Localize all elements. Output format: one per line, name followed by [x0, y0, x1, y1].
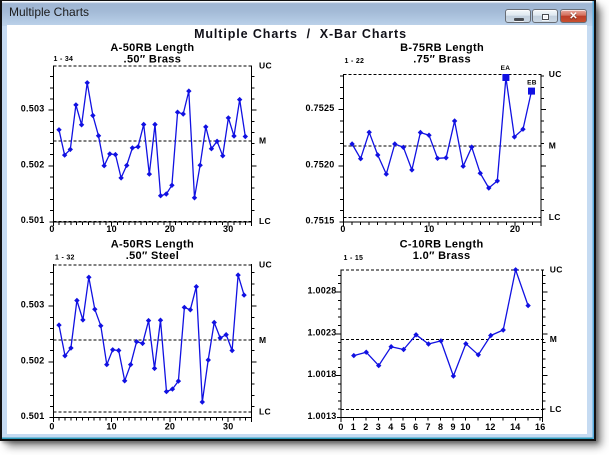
svg-text:UC: UC [259, 61, 272, 71]
svg-text:1.0″ Brass: 1.0″ Brass [413, 250, 471, 262]
svg-text:12: 12 [485, 422, 495, 432]
svg-text:0: 0 [49, 421, 54, 431]
svg-text:4: 4 [388, 422, 393, 432]
svg-text:UC: UC [550, 265, 563, 275]
svg-text:5: 5 [401, 422, 406, 432]
svg-text:14: 14 [510, 422, 520, 432]
svg-text:0.503: 0.503 [21, 300, 45, 310]
svg-text:8: 8 [438, 422, 443, 432]
svg-text:A-50RS Length: A-50RS Length [111, 239, 194, 251]
svg-text:.50″ Steel: .50″ Steel [126, 250, 179, 262]
svg-text:A-50RB Length: A-50RB Length [110, 42, 194, 54]
svg-text:LC: LC [549, 212, 561, 222]
svg-text:16: 16 [535, 422, 545, 432]
svg-text:10: 10 [460, 422, 470, 432]
svg-text:UC: UC [549, 69, 562, 79]
svg-text:1 - 22: 1 - 22 [345, 58, 365, 65]
svg-text:1: 1 [351, 422, 356, 432]
svg-text:30: 30 [223, 224, 233, 234]
svg-text:9: 9 [450, 422, 455, 432]
svg-text:0: 0 [338, 422, 343, 432]
svg-text:20: 20 [510, 224, 520, 234]
svg-text:1.0028: 1.0028 [307, 286, 336, 296]
svg-text:10: 10 [424, 224, 434, 234]
svg-text:0.7525: 0.7525 [305, 103, 334, 113]
svg-text:0.7520: 0.7520 [305, 159, 334, 169]
svg-text:B-75RB Length: B-75RB Length [400, 42, 484, 54]
svg-text:M: M [550, 334, 557, 344]
svg-text:30: 30 [223, 421, 233, 431]
svg-text:UC: UC [259, 260, 272, 270]
svg-text:EA: EA [501, 65, 511, 72]
svg-text:0.7515: 0.7515 [305, 215, 334, 225]
svg-text:0.501: 0.501 [21, 411, 45, 421]
svg-text:6: 6 [413, 422, 418, 432]
svg-text:C-10RB Length: C-10RB Length [400, 239, 484, 251]
svg-text:EB: EB [527, 80, 537, 87]
svg-text:LC: LC [259, 407, 271, 417]
svg-text:1 - 15: 1 - 15 [344, 255, 364, 262]
svg-text:1.0018: 1.0018 [307, 369, 336, 379]
svg-text:M: M [259, 136, 266, 146]
svg-text:M: M [259, 335, 266, 345]
svg-text:20: 20 [165, 224, 175, 234]
svg-text:3: 3 [376, 422, 381, 432]
svg-text:0.502: 0.502 [21, 355, 45, 365]
svg-text:0.503: 0.503 [21, 104, 45, 114]
svg-text:20: 20 [165, 421, 175, 431]
svg-text:0: 0 [49, 224, 54, 234]
svg-text:0.501: 0.501 [21, 215, 45, 225]
svg-text:0.502: 0.502 [21, 159, 45, 169]
svg-text:10: 10 [106, 421, 116, 431]
svg-text:0: 0 [340, 224, 345, 234]
svg-text:LC: LC [550, 404, 562, 414]
svg-text:LC: LC [259, 216, 271, 226]
svg-text:1.0023: 1.0023 [307, 327, 336, 337]
svg-text:.50″ Brass: .50″ Brass [124, 54, 182, 66]
svg-text:.75″ Brass: .75″ Brass [413, 54, 471, 66]
svg-text:1 - 32: 1 - 32 [55, 255, 75, 262]
svg-text:1 - 34: 1 - 34 [54, 56, 74, 63]
svg-text:M: M [549, 141, 556, 151]
svg-text:7: 7 [425, 422, 430, 432]
svg-text:10: 10 [106, 224, 116, 234]
svg-text:1.0013: 1.0013 [307, 411, 336, 421]
svg-text:2: 2 [363, 422, 368, 432]
